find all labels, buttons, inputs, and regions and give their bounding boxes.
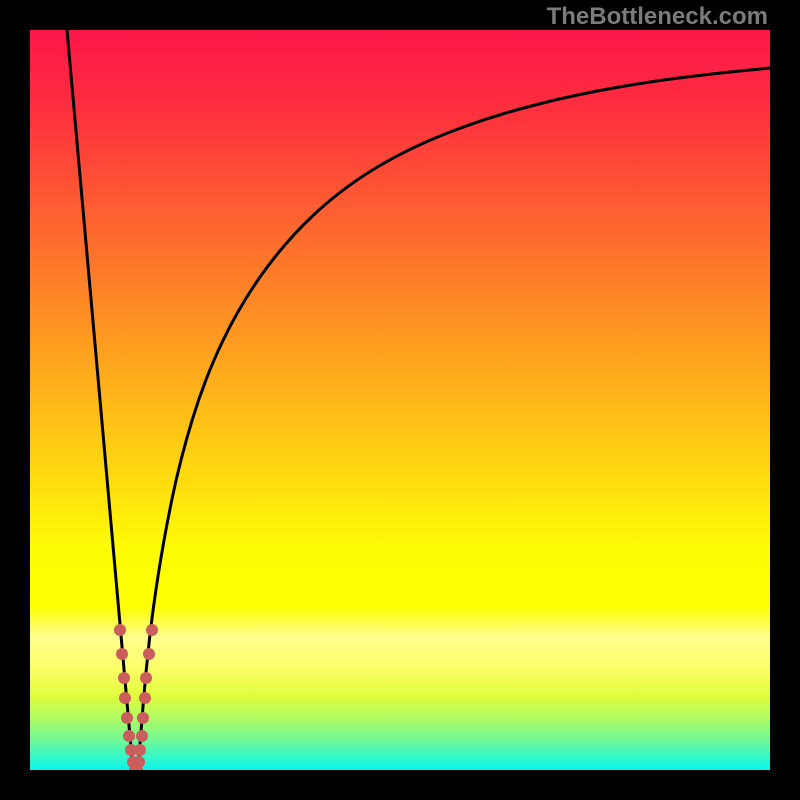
border-right xyxy=(770,0,800,800)
marker-dot xyxy=(134,744,146,756)
marker-dot xyxy=(119,692,131,704)
curve-right xyxy=(138,68,770,770)
marker-dot xyxy=(140,672,152,684)
marker-dot xyxy=(116,648,128,660)
marker-dot xyxy=(143,648,155,660)
chart-canvas: TheBottleneck.com xyxy=(0,0,800,800)
plot-area xyxy=(30,30,770,770)
marker-dot xyxy=(133,756,145,768)
marker-dot xyxy=(114,624,126,636)
marker-dot xyxy=(118,672,130,684)
border-bottom xyxy=(0,770,800,800)
marker-dot xyxy=(121,712,133,724)
marker-dot xyxy=(136,730,148,742)
watermark-text: TheBottleneck.com xyxy=(547,3,768,31)
marker-dot xyxy=(139,692,151,704)
chart-overlay-svg xyxy=(30,30,770,770)
border-left xyxy=(0,0,30,800)
marker-dot xyxy=(146,624,158,636)
marker-dot xyxy=(137,712,149,724)
marker-dot xyxy=(123,730,135,742)
